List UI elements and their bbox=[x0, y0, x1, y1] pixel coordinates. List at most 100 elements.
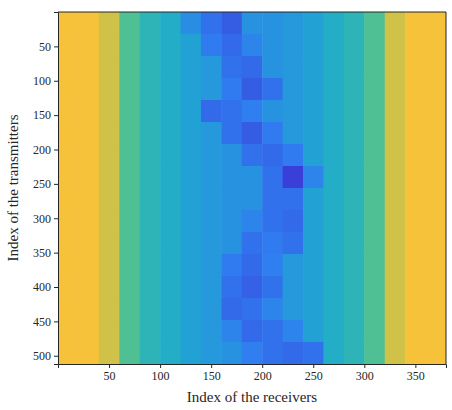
heatmap-cell bbox=[262, 56, 283, 79]
heatmap-cell bbox=[405, 100, 426, 123]
heatmap-cell bbox=[385, 342, 406, 364]
heatmap-cell bbox=[364, 100, 385, 123]
heatmap-cell bbox=[78, 254, 99, 277]
heatmap-cell bbox=[181, 342, 202, 364]
tick: 50 bbox=[104, 364, 116, 383]
heatmap-cell bbox=[140, 144, 161, 167]
tick-label: 250 bbox=[305, 369, 323, 383]
tick-mark bbox=[54, 184, 58, 185]
heatmap-cell bbox=[119, 122, 140, 145]
heatmap-cell bbox=[181, 12, 202, 35]
heatmap-cell bbox=[405, 210, 426, 233]
heatmap-cell bbox=[201, 254, 222, 277]
heatmap-cell bbox=[283, 166, 304, 189]
heatmap-cell bbox=[140, 188, 161, 211]
heatmap-cell bbox=[160, 34, 181, 57]
heatmap-cell bbox=[221, 100, 242, 123]
heatmap-cell bbox=[344, 34, 365, 57]
heatmap-cell bbox=[262, 78, 283, 101]
tick-mark bbox=[211, 364, 212, 368]
heatmap-cell bbox=[99, 122, 120, 145]
heatmap-cell bbox=[160, 12, 181, 35]
tick-mark bbox=[54, 46, 58, 47]
heatmap-cell bbox=[221, 320, 242, 343]
heatmap-cell bbox=[201, 100, 222, 123]
heatmap-cell bbox=[426, 56, 446, 79]
heatmap-cell bbox=[385, 276, 406, 299]
heatmap-cell bbox=[78, 122, 99, 145]
heatmap-cell bbox=[160, 320, 181, 343]
heatmap-cell bbox=[119, 210, 140, 233]
heatmap-cell bbox=[140, 34, 161, 57]
heatmap-cell bbox=[385, 78, 406, 101]
heatmap-cell bbox=[323, 12, 344, 35]
heatmap-cell bbox=[78, 210, 99, 233]
heatmap-cell bbox=[99, 78, 120, 101]
tick: 200 bbox=[254, 364, 272, 383]
tick: 100 bbox=[152, 364, 170, 383]
heatmap-cell bbox=[140, 78, 161, 101]
heatmap-cell bbox=[385, 254, 406, 277]
heatmap-cell bbox=[99, 188, 120, 211]
heatmap-cell bbox=[181, 166, 202, 189]
tick-mark bbox=[262, 364, 263, 368]
heatmap-cell bbox=[405, 166, 426, 189]
heatmap-cell bbox=[426, 210, 446, 233]
heatmap-cell bbox=[201, 166, 222, 189]
heatmap-cell bbox=[426, 298, 446, 321]
heatmap-cell bbox=[323, 188, 344, 211]
heatmap-cell bbox=[364, 78, 385, 101]
heatmap-cell bbox=[323, 78, 344, 101]
tick-mark bbox=[313, 364, 314, 368]
heatmap-cell bbox=[303, 144, 324, 167]
tick: 200 bbox=[33, 143, 58, 157]
heatmap-cell bbox=[58, 100, 79, 123]
heatmap-cell bbox=[242, 188, 263, 211]
heatmap-cell bbox=[426, 78, 446, 101]
heatmap-cell bbox=[283, 320, 304, 343]
heatmap-cell bbox=[262, 188, 283, 211]
heatmap-cell bbox=[160, 210, 181, 233]
heatmap-cell bbox=[364, 320, 385, 343]
tick-label: 350 bbox=[407, 369, 425, 383]
heatmap-cell bbox=[303, 34, 324, 57]
heatmap-cell bbox=[405, 298, 426, 321]
heatmap-cell bbox=[242, 144, 263, 167]
heatmap-cell bbox=[201, 56, 222, 79]
tick: 300 bbox=[356, 364, 374, 383]
heatmap-cell bbox=[78, 56, 99, 79]
heatmap-cell bbox=[58, 232, 79, 255]
heatmap-cell bbox=[181, 188, 202, 211]
heatmap-cell bbox=[405, 144, 426, 167]
heatmap-cell bbox=[303, 166, 324, 189]
heatmap-cell bbox=[58, 320, 79, 343]
heatmap-cell bbox=[385, 122, 406, 145]
heatmap-cell bbox=[283, 276, 304, 299]
tick-label: 300 bbox=[33, 212, 51, 226]
heatmap-cell bbox=[262, 144, 283, 167]
tick-label: 300 bbox=[356, 369, 374, 383]
heatmap-cell bbox=[58, 166, 79, 189]
heatmap-cell bbox=[426, 166, 446, 189]
tick-label: 150 bbox=[33, 108, 51, 122]
heatmap-cell bbox=[181, 298, 202, 321]
heatmap-cell bbox=[385, 188, 406, 211]
heatmap-cell bbox=[323, 298, 344, 321]
tick: 350 bbox=[33, 246, 58, 260]
heatmap-cell bbox=[283, 56, 304, 79]
heatmap-cell bbox=[99, 56, 120, 79]
tick: 250 bbox=[33, 177, 58, 191]
tick: 350 bbox=[407, 364, 425, 383]
heatmap-cell bbox=[405, 276, 426, 299]
heatmap-cell bbox=[344, 188, 365, 211]
tick-label: 50 bbox=[104, 369, 116, 383]
heatmap-cell bbox=[344, 254, 365, 277]
heatmap-cell bbox=[78, 342, 99, 364]
axis-line bbox=[59, 365, 447, 369]
heatmap-cell bbox=[160, 298, 181, 321]
heatmap-cell bbox=[405, 78, 426, 101]
heatmap-cell bbox=[405, 188, 426, 211]
plot: 5010015020025030035050100150200250300350… bbox=[33, 12, 447, 383]
heatmap-cell bbox=[160, 232, 181, 255]
heatmap-cell bbox=[201, 276, 222, 299]
